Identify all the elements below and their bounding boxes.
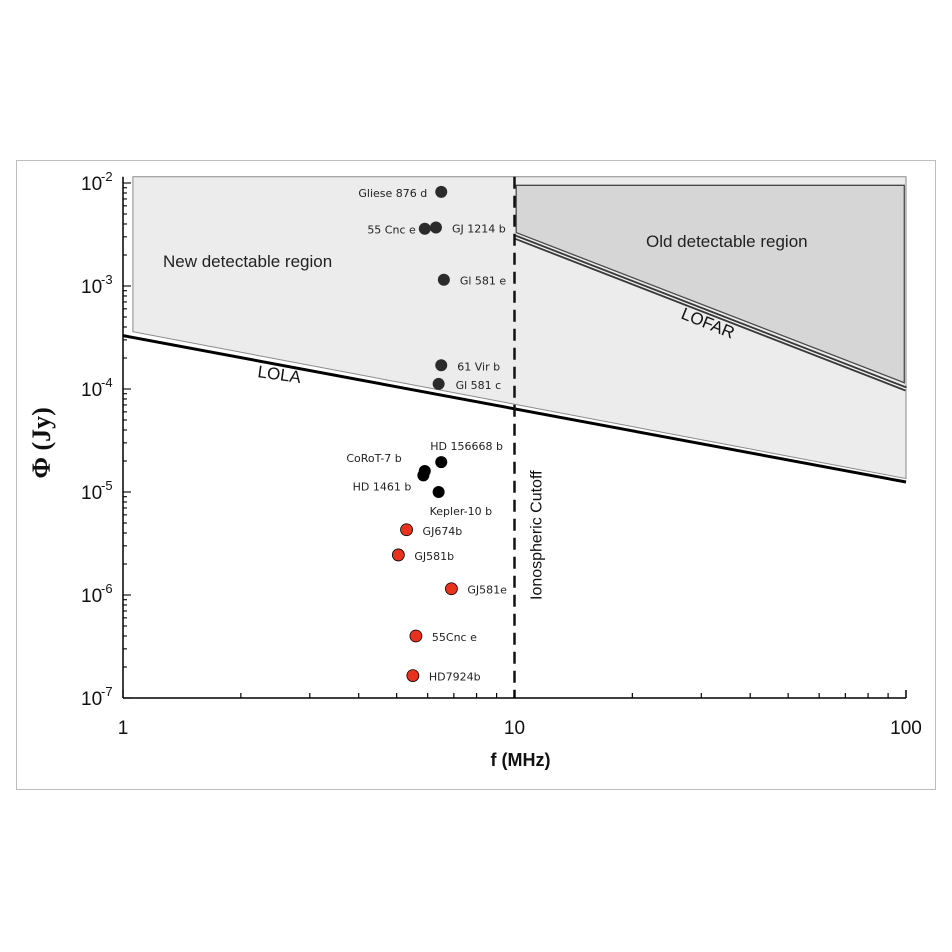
lofar-curve-inner	[514, 236, 907, 390]
y-tick-label-base: 10	[81, 174, 102, 195]
data-point	[406, 669, 420, 682]
point-label: 55Cnc e	[432, 631, 477, 644]
point-label: GJ674b	[423, 525, 463, 538]
point-label: Kepler-10 b	[430, 505, 493, 518]
point-label: 61 Vir b	[457, 360, 500, 373]
data-point	[409, 629, 423, 643]
new-region-label: New detectable region	[163, 252, 332, 271]
point-label: 55 Cnc e	[367, 224, 416, 237]
point-label: GJ 1214 b	[452, 222, 506, 235]
point-label: Gliese 876 d	[358, 187, 427, 200]
data-point	[400, 523, 413, 537]
old-region-label: Old detectable region	[646, 232, 808, 251]
data-point	[437, 273, 450, 286]
point-label: GJ581e	[467, 584, 507, 597]
data-point	[418, 222, 431, 235]
y-tick-label-base: 10	[81, 483, 102, 504]
y-tick-label: 10-7	[81, 684, 113, 710]
data-point	[391, 548, 405, 562]
y-tick-label: 10-6	[81, 581, 113, 607]
y-tick-label-exponent: -6	[101, 581, 113, 596]
x-tick-label: 10	[504, 718, 525, 739]
y-tick-label-base: 10	[81, 380, 102, 401]
data-point	[445, 582, 458, 596]
ionospheric-cutoff-label: Ionospheric Cutoff	[529, 470, 546, 600]
y-tick-label-base: 10	[81, 277, 102, 298]
data-point	[435, 185, 448, 198]
point-label: CoRoT-7 b	[346, 452, 401, 465]
data-point	[417, 469, 430, 482]
lola-label: LOLA	[256, 362, 302, 387]
y-tick-label-base: 10	[81, 689, 102, 710]
point-label: Gl 581 c	[456, 379, 502, 392]
data-point	[429, 221, 442, 234]
point-label: HD 1461 b	[353, 480, 412, 493]
data-point	[432, 486, 445, 498]
x-tick-label: 100	[890, 718, 922, 739]
x-tick-label: 1	[118, 718, 129, 739]
point-label: HD7924b	[429, 671, 481, 684]
y-tick-label-exponent: -2	[101, 169, 113, 184]
y-tick-label-exponent: -5	[101, 478, 113, 493]
y-tick-label-exponent: -7	[101, 684, 113, 699]
y-axis-label: Φ (Jy)	[27, 407, 56, 478]
y-tick-label: 10-4	[81, 375, 113, 401]
point-label: HD 156668 b	[430, 440, 503, 453]
y-tick-label-base: 10	[81, 586, 102, 607]
point-label: Gl 581 e	[460, 275, 507, 288]
data-point	[432, 377, 445, 390]
point-label: GJ581b	[414, 550, 454, 563]
x-axis-label: f (MHz)	[491, 750, 551, 770]
data-point	[435, 456, 448, 469]
y-tick-label-exponent: -4	[101, 375, 113, 390]
y-tick-label: 10-3	[81, 272, 113, 298]
data-point	[435, 359, 448, 372]
y-tick-label: 10-5	[81, 478, 113, 504]
old-detectable-region	[515, 184, 905, 384]
y-tick-label: 10-2	[81, 169, 113, 195]
y-tick-label-exponent: -3	[101, 272, 113, 287]
